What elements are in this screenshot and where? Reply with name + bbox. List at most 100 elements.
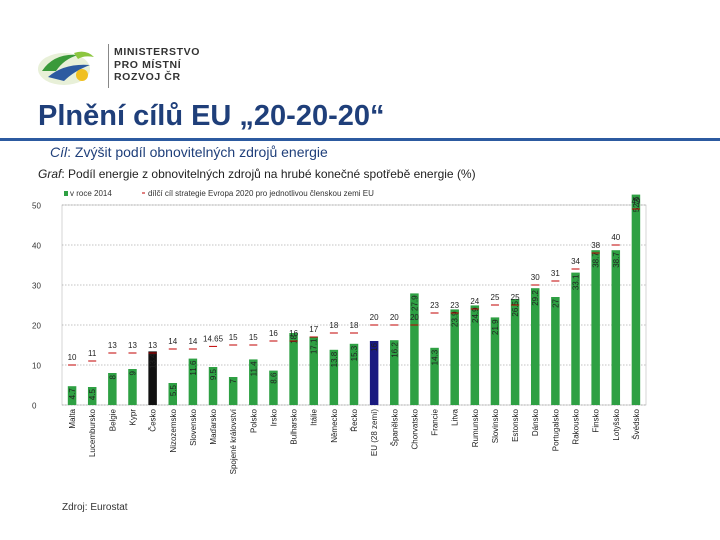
category-label: Belgie (108, 408, 117, 431)
category-label: Polsko (249, 408, 258, 433)
source-note: Zdroj: Eurostat (62, 502, 128, 513)
ministry-line: ROZVOJ ČR (114, 71, 181, 83)
target-value-label: 20 (370, 313, 379, 322)
bar (369, 341, 379, 405)
target-value-label: 14 (188, 337, 197, 346)
target-value-label: 13 (108, 341, 117, 350)
legend-label-target: dílčí cíl strategie Evropa 2020 pro jedn… (148, 189, 374, 198)
category-label: Dánsko (531, 408, 540, 436)
bar-value-label: 17.1 (310, 338, 319, 354)
ministry-line: MINISTERSTVO (114, 46, 200, 58)
bar (168, 383, 178, 405)
bar-value-label: 38.7 (592, 252, 601, 268)
target-value-label: 30 (531, 273, 540, 282)
bar-value-label: 16.2 (390, 342, 399, 358)
bar-value-label: 27 (551, 298, 560, 307)
bar (450, 309, 459, 405)
target-value-label: 34 (571, 257, 580, 266)
category-label: EU (28 zemí) (370, 409, 379, 456)
category-label: Německo (330, 408, 339, 442)
y-tick-label: 20 (32, 322, 41, 331)
category-label: Řecko (350, 408, 359, 431)
target-value-label: 15 (229, 333, 238, 342)
target-value-label: 49 (631, 197, 640, 206)
category-label: Slovinsko (491, 408, 500, 443)
bar (67, 386, 77, 405)
category-label: Bulharsko (290, 408, 299, 444)
bar (87, 387, 97, 405)
bar-value-label: 18 (290, 334, 299, 343)
bar (551, 297, 560, 405)
category-label: Nizozemsko (169, 408, 178, 452)
goal-body: : Zvýšit podíl obnovitelných zdrojů ener… (67, 144, 328, 160)
bar-value-label: 26.5 (511, 300, 520, 316)
y-tick-label: 10 (32, 362, 41, 371)
logo-divider (108, 44, 109, 88)
target-value-label: 13 (128, 341, 137, 350)
bar (591, 250, 600, 405)
bar (188, 358, 198, 405)
target-value-label: 10 (68, 353, 77, 362)
bar (490, 317, 500, 405)
bar (269, 370, 278, 405)
target-value-label: 16 (269, 329, 278, 338)
bar-value-label: 14.3 (431, 349, 440, 365)
bar (510, 299, 520, 405)
target-value-label: 23 (450, 301, 459, 310)
bar-value-label: 29.2 (531, 290, 540, 306)
category-label: Estonsko (511, 408, 520, 441)
bar (148, 351, 157, 405)
bar (470, 305, 480, 405)
category-label: Slovensko (189, 408, 198, 445)
y-tick-label: 50 (32, 202, 41, 211)
bar-value-label: 24.9 (471, 307, 480, 323)
category-label: Francie (431, 408, 440, 435)
target-value-label: 14.65 (203, 334, 224, 343)
target-value-label: 23 (430, 301, 439, 310)
bar (128, 369, 137, 405)
category-label: Kypr (128, 409, 137, 426)
bar-value-label: 4.7 (68, 388, 77, 400)
bar-value-label: 7 (229, 378, 238, 383)
category-label: Irsko (269, 408, 278, 426)
category-label: Lucembursko (88, 408, 97, 457)
target-value-label: 25 (491, 293, 500, 302)
category-label: Finsko (592, 408, 601, 432)
bar (329, 349, 339, 405)
target-value-label: 11 (88, 349, 97, 358)
bar-value-label: 15.3 (350, 345, 359, 361)
target-value-label: 25 (511, 293, 520, 302)
target-value-label: 17 (309, 325, 318, 334)
bar (208, 367, 218, 405)
bar-value-label: 16 (370, 342, 379, 351)
target-value-label: 13 (148, 341, 157, 350)
legend-swatch-actual (64, 191, 68, 196)
category-label: Portugalsko (551, 408, 560, 451)
ministry-logo (38, 51, 94, 85)
bar-value-label: 5.5 (169, 384, 178, 396)
category-label: Lotyšsko (612, 408, 621, 440)
bar-value-label: 38.7 (612, 252, 621, 268)
bar (309, 336, 318, 405)
bar-value-label: 8 (108, 374, 117, 379)
bar (631, 194, 641, 405)
category-label: Maďarsko (209, 408, 218, 444)
goal-text: Cíl: Zvýšit podíl obnovitelných zdrojů e… (50, 144, 328, 160)
bar (430, 347, 439, 405)
category-label: Španělsko (390, 408, 399, 446)
bar-value-label: 11.6 (189, 360, 198, 376)
bar (530, 288, 540, 405)
bar-value-label: 23.9 (451, 311, 460, 327)
category-label: Litva (451, 408, 460, 425)
bar (410, 293, 419, 405)
bar-value-label: 8.6 (269, 372, 278, 384)
graf-prefix: Graf (38, 167, 62, 181)
target-value-label: 16 (289, 329, 298, 338)
y-tick-label: 0 (32, 402, 37, 411)
chart-caption: Graf: Podíl energie z obnovitelných zdro… (38, 167, 476, 181)
bar (108, 373, 117, 405)
page-title: Plnění cílů EU „20-20-20“ (38, 100, 385, 132)
bar-value-label: 4.5 (88, 388, 97, 400)
target-value-label: 18 (350, 321, 359, 330)
